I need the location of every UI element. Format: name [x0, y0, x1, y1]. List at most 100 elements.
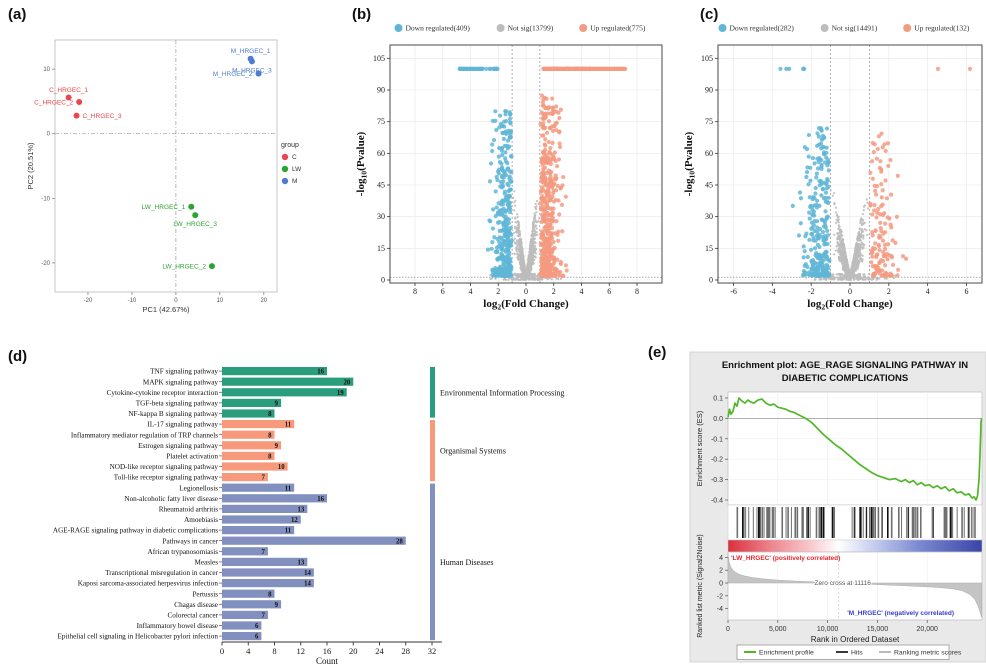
svg-text:28: 28	[402, 646, 411, 656]
svg-text:Toll-like receptor signaling p: Toll-like receptor signaling pathway	[114, 474, 219, 482]
volcano-legend-c: Down regulated(282) Not sig(14491) Up regu…	[718, 24, 970, 33]
svg-text:-4: -4	[769, 287, 776, 296]
svg-text:NF-kappa B signaling pathway: NF-kappa B signaling pathway	[128, 410, 218, 418]
svg-text:14: 14	[304, 581, 311, 588]
svg-text:60: 60	[377, 149, 385, 158]
volcano-points-b	[457, 66, 628, 282]
svg-text:8: 8	[268, 591, 272, 598]
svg-text:16: 16	[317, 496, 324, 503]
volcano-grid-b	[390, 45, 662, 283]
svg-text:Rheumatoid arthritis: Rheumatoid arthritis	[159, 506, 218, 514]
svg-text:105: 105	[373, 54, 385, 63]
svg-text:-20: -20	[41, 261, 50, 267]
svg-text:7: 7	[262, 613, 266, 620]
svg-text:-2: -2	[808, 287, 815, 296]
volcano-points-c	[778, 66, 973, 282]
svg-text:75: 75	[705, 117, 713, 126]
svg-text:-20: -20	[84, 298, 93, 304]
svg-text:7: 7	[262, 475, 266, 482]
kegg-category-strip: Environmental Information Processing Orga…	[430, 367, 564, 641]
svg-text:Inflammatory bowel disease: Inflammatory bowel disease	[137, 622, 218, 630]
svg-text:60: 60	[705, 149, 713, 158]
gsea-es-area: 0.1 0.0 -0.1 -0.2 -0.3 -0.4 Enrichment score (…	[695, 392, 983, 505]
svg-text:LW: LW	[292, 166, 302, 173]
svg-text:13: 13	[298, 507, 305, 514]
svg-text:15: 15	[705, 244, 713, 253]
svg-text:IL-17 signaling pathway: IL-17 signaling pathway	[147, 421, 218, 429]
volcano-legend-b: Down regulated(409) Not sig(13799) Up regu…	[394, 24, 646, 33]
svg-text:10: 10	[217, 298, 224, 304]
svg-text:32: 32	[428, 646, 437, 656]
svg-text:10: 10	[43, 67, 50, 73]
panel-label-d: (d)	[8, 348, 28, 365]
svg-text:Enrichment score (ES): Enrichment score (ES)	[695, 410, 704, 486]
svg-text:11: 11	[285, 485, 292, 492]
svg-text:Not sig(14491): Not sig(14491)	[832, 24, 878, 33]
svg-text:TNF signaling pathway: TNF signaling pathway	[150, 368, 218, 376]
svg-text:19: 19	[337, 390, 344, 397]
svg-text:0.1: 0.1	[713, 396, 723, 403]
svg-text:PC1 (42.67%): PC1 (42.67%)	[142, 305, 190, 314]
svg-text:Up regulated(775): Up regulated(775)	[590, 24, 646, 33]
svg-text:-log10(Pvalue): -log10(Pvalue)	[355, 131, 369, 196]
svg-text:2: 2	[887, 287, 891, 296]
svg-text:Organismal Systems: Organismal Systems	[440, 447, 506, 456]
svg-text:45: 45	[377, 181, 385, 190]
svg-text:-0.4: -0.4	[711, 498, 723, 505]
svg-text:0: 0	[709, 276, 713, 285]
svg-text:Platelet activation: Platelet activation	[166, 453, 218, 461]
svg-text:2: 2	[552, 287, 556, 296]
svg-text:Amoebiasis: Amoebiasis	[184, 516, 218, 524]
svg-text:6: 6	[607, 287, 611, 296]
svg-text:0: 0	[381, 276, 385, 285]
svg-text:8: 8	[268, 454, 272, 461]
svg-text:M: M	[292, 178, 297, 185]
svg-text:20: 20	[349, 646, 358, 656]
svg-text:C: C	[292, 154, 297, 161]
volcano-plot-c: Down regulated(282) Not sig(14491) Up regu…	[683, 24, 983, 312]
svg-text:Pertussis: Pertussis	[192, 590, 218, 598]
svg-text:90: 90	[705, 86, 713, 95]
pca-points: C_HRGEC_1 C_HRGEC_2 C_HRGEC_3 M_HRGEC_1 M_HR…	[34, 48, 272, 270]
svg-text:45: 45	[705, 181, 713, 190]
svg-text:Colorectal cancer: Colorectal cancer	[168, 612, 219, 620]
svg-text:4: 4	[468, 287, 472, 296]
svg-text:LW_HRGEC_2: LW_HRGEC_2	[162, 264, 206, 271]
panel-label-e: (e)	[648, 344, 667, 361]
svg-text:Up regulated(132): Up regulated(132)	[914, 24, 970, 33]
svg-text:M_HRGEC_1: M_HRGEC_1	[231, 48, 271, 55]
svg-text:-0.3: -0.3	[711, 477, 723, 484]
svg-text:log2(Fold Change): log2(Fold Change)	[807, 298, 893, 312]
svg-text:75: 75	[377, 117, 385, 126]
volcano-plot-b: Down regulated(409) Not sig(13799) Up regu…	[355, 24, 663, 312]
svg-text:0: 0	[524, 287, 528, 296]
svg-text:C_HRGEC_3: C_HRGEC_3	[83, 113, 122, 120]
svg-text:MAPK signaling pathway: MAPK signaling pathway	[143, 378, 218, 386]
svg-text:Down regulated(409): Down regulated(409)	[406, 24, 471, 33]
svg-text:Chagas disease: Chagas disease	[174, 601, 218, 609]
svg-text:LW_HRGEC_3: LW_HRGEC_3	[173, 221, 217, 228]
svg-text:6: 6	[255, 634, 259, 641]
svg-text:7: 7	[262, 549, 266, 556]
svg-text:TGF-beta signaling pathway: TGF-beta signaling pathway	[136, 400, 219, 408]
svg-text:-0.2: -0.2	[711, 457, 723, 464]
svg-text:6: 6	[964, 287, 968, 296]
svg-text:AGE-RAGE signaling pathway in: AGE-RAGE signaling pathway in diabetic c…	[53, 527, 218, 535]
svg-text:30: 30	[705, 212, 713, 221]
svg-text:Pathways in cancer: Pathways in cancer	[163, 537, 219, 545]
svg-text:C_HRGEC_1: C_HRGEC_1	[49, 87, 88, 94]
svg-text:group: group	[281, 142, 299, 149]
pca-plot: -20 -10 0 10 20 -20 -10 0 10 PC1 (42.67%) PC2 (20.…	[26, 39, 302, 314]
kegg-bars: TNF signaling pathway 16 MAPK signaling pa…	[53, 367, 406, 641]
svg-text:11: 11	[285, 422, 292, 429]
svg-text:20: 20	[260, 298, 267, 304]
svg-text:6: 6	[441, 287, 445, 296]
svg-text:C_HRGEC_2: C_HRGEC_2	[34, 100, 73, 107]
svg-text:PC2 (20.51%): PC2 (20.51%)	[26, 142, 35, 190]
svg-text:0: 0	[848, 287, 852, 296]
svg-text:Down regulated(282): Down regulated(282)	[730, 24, 795, 33]
